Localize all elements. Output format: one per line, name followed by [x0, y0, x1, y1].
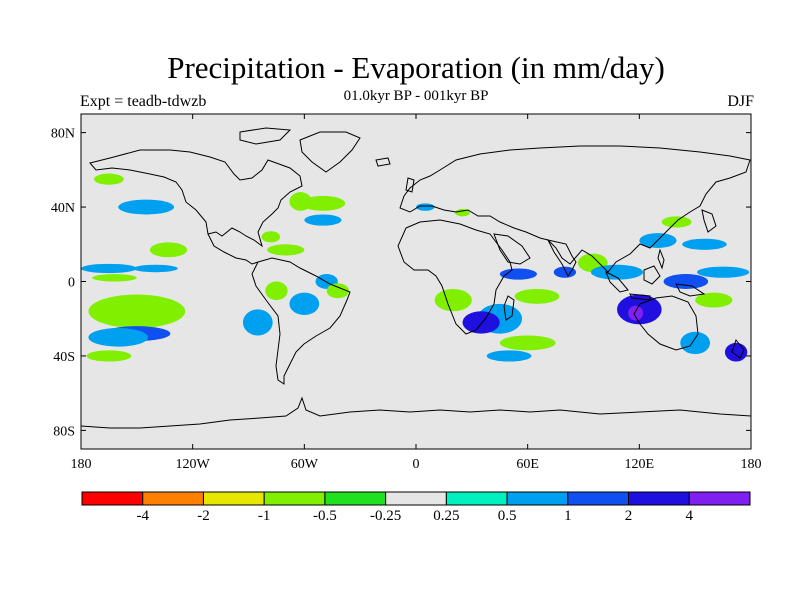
coastline-java [629, 293, 651, 301]
anomaly-region [499, 335, 556, 351]
lat-tick-label: 0 [68, 276, 75, 291]
anomaly-region [682, 238, 727, 250]
lat-tick-label: 80N [51, 127, 75, 142]
anomaly-region [81, 263, 137, 274]
coastline-new-guinea [675, 283, 706, 297]
anomaly-region [553, 266, 577, 278]
colorbar-label: 0.5 [498, 508, 517, 524]
colorbar-label: 0.25 [433, 508, 459, 524]
colorbar-label: -4 [136, 508, 149, 524]
lon-tick-label: 180 [741, 457, 762, 472]
map-background [81, 114, 751, 449]
anomaly-region [265, 281, 288, 301]
anomaly-region [724, 342, 748, 362]
anomaly-region [462, 311, 500, 334]
season-label: DJF [727, 93, 754, 110]
coastline-north-america [89, 149, 303, 248]
colorbar-label: -2 [197, 508, 210, 524]
anomaly-region [680, 331, 711, 355]
coastline-central-america [207, 233, 259, 265]
coastline-africa [397, 219, 513, 335]
colorbar-label: 4 [686, 508, 694, 524]
coastline-philippines [657, 248, 665, 270]
anomaly-region [261, 231, 281, 243]
colorbar-label: -1 [258, 508, 271, 524]
anomaly-region [118, 199, 175, 215]
coastline-new-zealand [731, 338, 745, 359]
anomaly-region [133, 264, 178, 273]
colorbar-swatch [202, 491, 265, 506]
coastline-australia [633, 295, 699, 351]
anomaly-region [267, 244, 305, 256]
anomaly-region [149, 242, 188, 258]
coastline-eurasia [399, 145, 751, 273]
anomaly-region [242, 309, 273, 336]
experiment-label: Expt = teadb-tdwzb [80, 93, 207, 110]
anomaly-region [88, 294, 186, 329]
colorbar-swatch [628, 491, 690, 506]
lon-tick-label: 60W [291, 457, 319, 472]
anomaly-region [416, 203, 435, 211]
anomaly-region [326, 283, 350, 299]
anomaly-region [663, 274, 709, 289]
anomaly-region [434, 288, 472, 312]
anomaly-region [628, 305, 644, 321]
colorbar-swatch [506, 491, 569, 506]
plot-title: Precipitation - Evaporation (in mm/day) [167, 50, 665, 85]
coastline-greenland [299, 131, 361, 173]
coastline-arctic-islands [239, 127, 292, 145]
coastline-iceland [375, 157, 391, 167]
colorbar-swatch [81, 491, 144, 506]
colorbar-swatch [445, 491, 508, 506]
lon-tick-label: 60E [516, 457, 539, 472]
colorbar-swatch [688, 491, 751, 506]
anomaly-region [88, 328, 148, 347]
lon-tick-label: 0 [413, 457, 420, 472]
coastline-antarctica [81, 396, 751, 429]
anomaly-region [86, 350, 132, 362]
colorbar-label: 2 [625, 508, 633, 524]
colorbar-swatch [263, 491, 326, 506]
colorbar-swatch [385, 491, 447, 506]
coastline-layer [81, 127, 751, 429]
colorbar-label: -0.5 [313, 508, 337, 524]
lat-tick-label: 80S [53, 424, 75, 439]
colorbar: -4 -2 -1 -0.5 -0.25 0.25 0.5 1 2 4 [81, 491, 751, 524]
plot-subtitle: 01.0kyr BP - 001kyr BP [343, 88, 489, 104]
anomaly-region [499, 268, 537, 280]
lat-tick-label: 40S [53, 350, 75, 365]
coastline-arabia [493, 233, 531, 265]
colorbar-label: 1 [564, 508, 572, 524]
anomaly-region [697, 266, 750, 278]
coastline-japan [701, 209, 717, 233]
coastline-south-america [251, 257, 351, 385]
lon-tick-label: 120W [176, 457, 211, 472]
lon-tick-label: 180 [71, 457, 92, 472]
anomaly-region [92, 274, 137, 282]
coastline-borneo [643, 265, 661, 285]
colorbar-swatch [324, 491, 387, 506]
lat-tick-label: 40N [51, 201, 75, 216]
anomaly-region [94, 173, 124, 185]
anomaly-region [289, 292, 320, 316]
colorbar-label: -0.25 [370, 508, 401, 524]
colorbar-swatch [567, 491, 630, 506]
coastline-india [547, 239, 577, 277]
lon-tick-label: 120E [625, 457, 655, 472]
anomaly-region [304, 214, 342, 226]
anomaly-layer [81, 173, 750, 362]
coastline-madagascar [503, 295, 515, 321]
colorbar-swatch [142, 491, 204, 506]
coastline-britain [405, 177, 415, 193]
anomaly-region [514, 288, 560, 304]
anomaly-region [486, 350, 532, 362]
axis-layer: 80N 40N 0 40S 80S 180 120W 60W 0 60E 120E 180 [51, 114, 762, 472]
coastline-sumatra [605, 270, 629, 293]
anomaly-region [695, 292, 733, 308]
anomaly-region [300, 195, 346, 211]
